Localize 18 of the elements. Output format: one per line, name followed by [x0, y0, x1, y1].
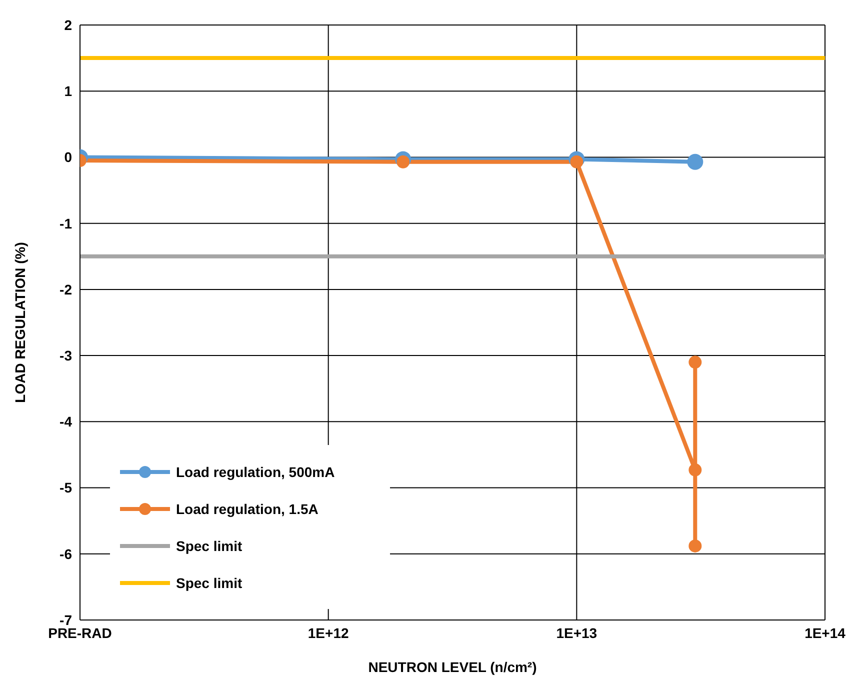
y-axis-title: LOAD REGULATION (%): [12, 242, 28, 403]
legend-label: Spec limit: [176, 538, 242, 554]
y-tick-label: -3: [60, 348, 72, 364]
y-tick-label: -1: [60, 215, 72, 232]
y-tick-label: 0: [64, 149, 72, 166]
y-tick-label: -6: [60, 546, 72, 562]
x-tick-label: 1E+14: [804, 624, 846, 641]
legend-label: Load regulation, 500mA: [176, 464, 335, 480]
legend-label: Spec limit: [176, 574, 242, 590]
y-tick-label: 2: [64, 16, 72, 33]
y-tick-label: -4: [60, 414, 72, 430]
x-tick-label: 1E+12: [308, 624, 349, 641]
x-axis-title: NEUTRON LEVEL (n/cm²): [368, 659, 537, 675]
y-tick-label: 1: [64, 83, 72, 100]
y-tick-label: -5: [60, 480, 72, 496]
x-tick-label: 1E+13: [556, 624, 598, 641]
y-tick-label: -2: [60, 281, 72, 298]
legend-label: Load regulation, 1.5A: [176, 500, 318, 516]
